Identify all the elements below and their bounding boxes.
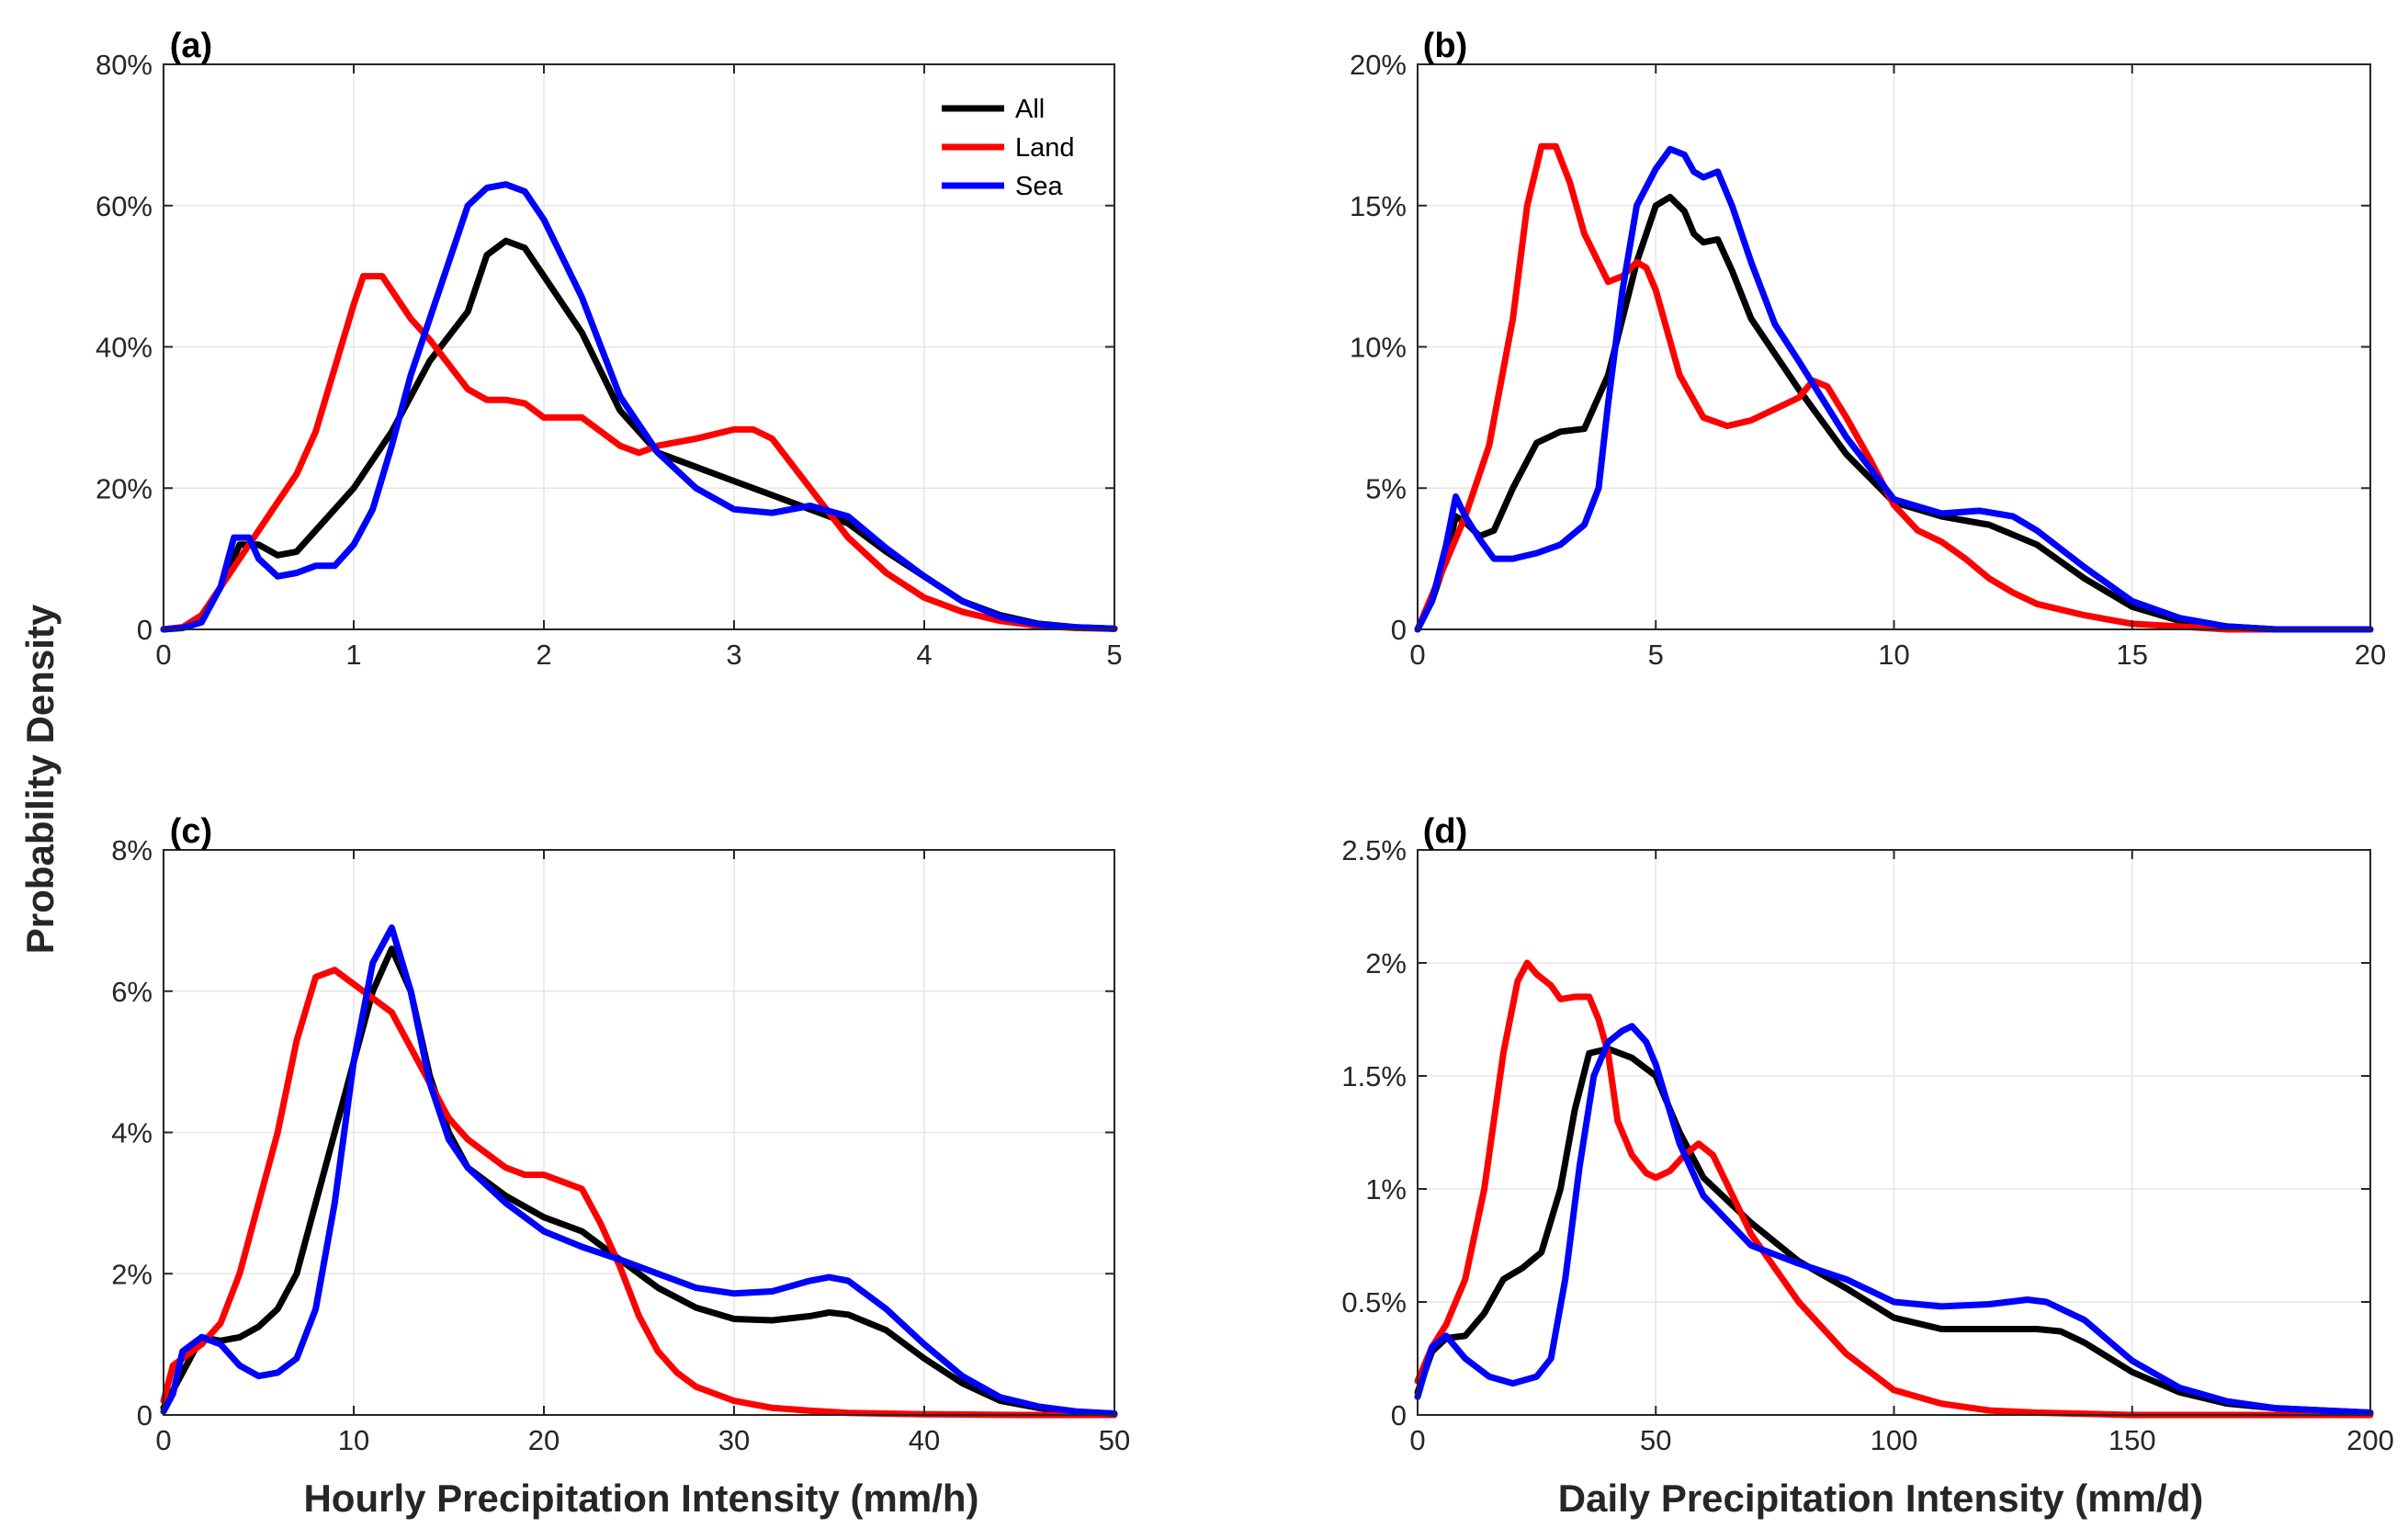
y-tick-label: 8% (111, 834, 153, 866)
y-tick-label: 4% (111, 1117, 153, 1149)
x-tick-label: 4 (916, 639, 932, 671)
y-tick-label: 15% (1350, 190, 1407, 222)
y-tick-label: 0 (137, 1399, 153, 1431)
x-tick-label: 10 (338, 1424, 369, 1456)
x-tick-label: 3 (726, 639, 741, 671)
x-tick-label: 5 (1648, 639, 1664, 671)
y-tick-label: 0 (1391, 614, 1407, 646)
legend-label-land: Land (1015, 133, 1075, 163)
y-tick-label: 80% (96, 49, 153, 81)
x-tick-label: 0 (155, 639, 171, 671)
series-line-land (160, 967, 1118, 1419)
series-line-all (1414, 1046, 2374, 1416)
y-tick-label: 60% (96, 190, 153, 222)
panel-label: (c) (170, 812, 212, 851)
x-axis-label-left: Hourly Precipitation Intensity (mm/h) (303, 1477, 978, 1520)
y-tick-label: 2% (1365, 947, 1407, 979)
panel-label: (d) (1423, 812, 1468, 851)
y-tick-label: 5% (1365, 472, 1407, 504)
y-tick-label: 40% (96, 332, 153, 364)
x-tick-label: 0 (1409, 639, 1425, 671)
x-tick-label: 150 (2108, 1424, 2156, 1456)
x-tick-label: 15 (2117, 639, 2148, 671)
panel-label: (b) (1423, 27, 1468, 65)
y-axis-label: Probability Density (18, 604, 62, 954)
x-tick-label: 100 (1871, 1424, 1918, 1456)
series-line-sea (1414, 1023, 2374, 1416)
panel-label: (a) (170, 27, 212, 65)
y-tick-label: 20% (1350, 49, 1407, 81)
series-line-land (1414, 142, 2374, 633)
series-line-all (1414, 194, 2374, 633)
x-tick-label: 1 (345, 639, 361, 671)
series-line-sea (160, 181, 1118, 633)
y-tick-label: 0 (137, 614, 153, 646)
y-tick-label: 1% (1365, 1173, 1407, 1205)
y-tick-label: 10% (1350, 332, 1407, 364)
legend-label-all: All (1015, 95, 1045, 124)
x-tick-label: 50 (1640, 1424, 1671, 1456)
x-tick-label: 2 (536, 639, 551, 671)
panel-b: 0 5 10 15 20 0 5% 10% 15% 20% (b) (1350, 27, 2386, 671)
y-tick-label: 2.5% (1341, 834, 1407, 866)
series-line-sea (160, 924, 1118, 1417)
x-tick-label: 50 (1099, 1424, 1130, 1456)
y-tick-label: 2% (111, 1258, 153, 1290)
x-tick-label: 20 (528, 1424, 560, 1456)
legend: All Land Sea (942, 95, 1075, 201)
x-tick-label: 200 (2346, 1424, 2394, 1456)
x-tick-label: 20 (2355, 639, 2386, 671)
series-line-sea (1414, 145, 2374, 633)
x-tick-label: 40 (909, 1424, 940, 1456)
x-tick-label: 5 (1106, 639, 1122, 671)
x-tick-label: 0 (1409, 1424, 1425, 1456)
panel-a: 0 1 2 3 4 5 0 20% 40% 60% 80% (a) All Land Sea (96, 27, 1123, 671)
y-tick-label: 6% (111, 976, 153, 1008)
series-line-land (1414, 959, 2374, 1419)
x-tick-label: 30 (718, 1424, 750, 1456)
series-line-all (160, 945, 1118, 1417)
legend-label-sea: Sea (1015, 172, 1063, 201)
y-tick-label: 0 (1391, 1399, 1407, 1431)
x-tick-label: 10 (1878, 639, 1909, 671)
y-tick-label: 0.5% (1341, 1286, 1407, 1318)
x-axis-label-right: Daily Precipitation Intensity (mm/d) (1558, 1477, 2203, 1520)
y-tick-label: 20% (96, 472, 153, 504)
panel-d: 0 50 100 150 200 0 0.5% 1% 1.5% 2% 2.5% (d) (1341, 812, 2394, 1456)
x-tick-label: 0 (155, 1424, 171, 1456)
panel-c: 0 10 20 30 40 50 0 2% 4% 6% 8% (c) (111, 812, 1130, 1456)
y-tick-label: 1.5% (1341, 1060, 1407, 1092)
series-line-land (160, 273, 1118, 633)
